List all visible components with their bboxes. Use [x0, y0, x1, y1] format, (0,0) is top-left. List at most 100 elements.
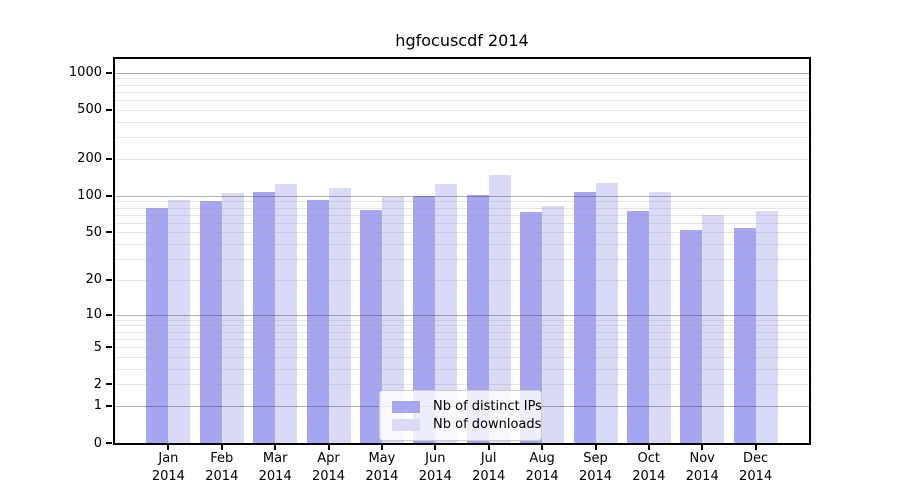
- x-tick-year: 2014: [151, 469, 185, 484]
- bar-distinct-ips-jul: [466, 194, 489, 443]
- x-tick-mark: [327, 445, 330, 450]
- y-tick-label: 1000: [68, 65, 102, 81]
- grid-line-minor: [115, 368, 809, 370]
- x-tick-month: Feb: [210, 451, 234, 466]
- x-tick-mark: [487, 445, 490, 450]
- y-tick-label: 20: [85, 272, 102, 288]
- y-tick-label: 50: [85, 224, 102, 240]
- bar-downloads-may: [381, 197, 404, 443]
- x-tick-month: Aug: [529, 451, 555, 466]
- legend-row-distinct-ips: Nb of distinct IPs: [392, 398, 542, 415]
- grid-line-minor: [115, 214, 809, 216]
- x-tick-month: Nov: [689, 451, 715, 466]
- x-tick-year: 2014: [418, 469, 452, 484]
- x-tick-year: 2014: [205, 469, 239, 484]
- y-tick-mark: [106, 157, 112, 160]
- x-tick-year: 2014: [739, 469, 773, 484]
- x-tick-year: 2014: [258, 469, 292, 484]
- x-tick-label-aug: Aug 2014: [506, 450, 578, 486]
- x-tick-label-jun: Jun 2014: [399, 450, 471, 486]
- x-tick-month: Dec: [743, 451, 769, 466]
- bar-downloads-aug: [542, 205, 565, 443]
- x-tick-year: 2014: [472, 469, 506, 484]
- legend: Nb of distinct IPs Nb of downloads: [379, 390, 542, 441]
- legend-swatch-downloads: [392, 418, 420, 431]
- chart-title: hgfocuscdf 2014: [395, 31, 529, 50]
- x-tick-label-jul: Jul 2014: [453, 450, 525, 486]
- grid-line-major: [115, 195, 809, 197]
- x-tick-month: Oct: [637, 451, 661, 466]
- grid-line-minor: [115, 100, 809, 102]
- x-tick-mark: [541, 445, 544, 450]
- legend-label-distinct-ips: Nb of distinct IPs: [433, 399, 542, 414]
- x-tick-year: 2014: [685, 469, 719, 484]
- y-tick-mark: [106, 231, 112, 234]
- x-tick-month: Jun: [425, 451, 446, 466]
- grid-line-minor: [115, 279, 809, 281]
- bar-downloads-jan: [168, 200, 191, 443]
- bar-distinct-ips-dec: [733, 228, 756, 443]
- x-tick-label-nov: Nov 2014: [666, 450, 738, 486]
- bar-downloads-sep: [595, 183, 618, 443]
- bar-downloads-jul: [488, 174, 511, 443]
- bar-downloads-apr: [328, 187, 351, 443]
- legend-swatch-distinct-ips: [392, 400, 420, 413]
- bar-downloads-mar: [275, 183, 298, 443]
- grid-line-minor: [115, 347, 809, 348]
- y-tick-label: 100: [77, 188, 102, 204]
- bar-distinct-ips-may: [359, 209, 382, 443]
- grid-line-minor: [115, 121, 809, 123]
- x-tick-month: Sep: [583, 451, 608, 466]
- y-tick-mark: [106, 383, 112, 386]
- x-tick-label-may: May 2014: [346, 450, 418, 486]
- y-tick-mark: [106, 404, 112, 407]
- x-tick-month: Mar: [262, 451, 288, 466]
- bar-downloads-dec: [755, 210, 778, 443]
- y-tick-mark: [106, 108, 112, 111]
- grid-line-minor: [115, 201, 809, 203]
- x-tick-label-sep: Sep 2014: [560, 450, 632, 486]
- grid-line-minor: [115, 244, 809, 245]
- grid-line-minor: [115, 84, 809, 86]
- x-tick-label-oct: Oct 2014: [613, 450, 685, 486]
- y-tick-mark: [106, 442, 112, 444]
- x-tick-month: May: [368, 451, 396, 466]
- bar-distinct-ips-nov: [680, 230, 703, 443]
- y-tick-mark: [106, 194, 112, 197]
- x-tick-year: 2014: [311, 469, 346, 484]
- x-tick-month: Apr: [317, 451, 340, 466]
- x-tick-year: 2014: [578, 469, 613, 484]
- y-tick-mark: [106, 278, 112, 281]
- y-tick-label: 1: [93, 398, 102, 414]
- y-tick-label: 500: [77, 102, 102, 118]
- x-tick-label-jan: Jan 2014: [132, 450, 204, 486]
- bar-downloads-nov: [702, 214, 725, 443]
- y-tick-label: 5: [93, 339, 102, 355]
- bar-distinct-ips-sep: [573, 192, 596, 443]
- grid-line-minor: [115, 109, 809, 111]
- bar-distinct-ips-apr: [306, 199, 329, 443]
- x-tick-mark: [274, 445, 277, 450]
- grid-line-minor: [115, 384, 809, 386]
- grid-line-minor: [115, 158, 809, 160]
- x-tick-mark: [647, 445, 650, 450]
- x-tick-year: 2014: [632, 469, 666, 484]
- x-tick-month: Jan: [158, 451, 179, 466]
- y-tick-mark: [106, 346, 112, 348]
- y-tick-label: 10: [85, 307, 102, 322]
- plot-area: [106, 57, 811, 450]
- bar-distinct-ips-jun: [413, 195, 436, 443]
- x-tick-mark: [220, 445, 223, 450]
- grid-line-minor: [115, 232, 809, 234]
- x-tick-month: Jul: [480, 451, 497, 466]
- y-tick-label: 200: [77, 151, 102, 167]
- grid-line-major: [115, 72, 809, 74]
- x-tick-label-mar: Mar 2014: [239, 450, 311, 486]
- grid-line-minor: [115, 325, 809, 327]
- bar-downloads-feb: [221, 193, 244, 443]
- y-tick-mark: [106, 71, 112, 74]
- x-tick-mark: [380, 445, 383, 450]
- x-tick-year: 2014: [365, 469, 399, 484]
- grid-line-minor: [115, 338, 809, 340]
